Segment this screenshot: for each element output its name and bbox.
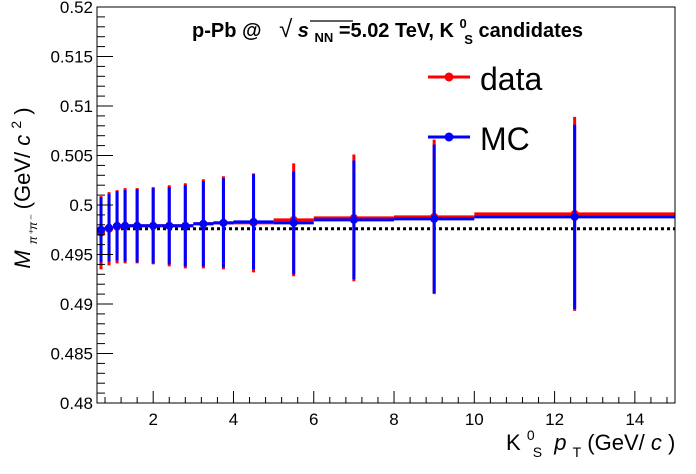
- mc-point: [430, 214, 439, 223]
- mc-point: [181, 221, 190, 230]
- mc-point: [113, 221, 122, 230]
- y-tick-label: 0.48: [60, 394, 93, 413]
- axis-layer: 2 4 6 8 10 12 14 0.48 0.485 0.49 0.495 0.5 0.505 0.51…: [50, 0, 668, 429]
- xlabel-var-sub: T: [573, 444, 582, 460]
- xlabel-unit-var: c: [651, 430, 662, 455]
- xlabel-unit-close: ): [668, 430, 675, 455]
- title-energy-value: =5.02 TeV, K: [339, 20, 455, 42]
- x-tick-label: 4: [229, 410, 238, 429]
- title-energy-var: s: [298, 20, 309, 42]
- x-tick-label: 12: [545, 410, 564, 429]
- ylabel-unit-close: ): [10, 107, 35, 114]
- series-mc: [97, 124, 675, 309]
- xlabel-unit-open: (GeV/: [587, 430, 645, 455]
- legend-marker-mc: [444, 132, 454, 142]
- xlabel-var: p: [553, 430, 566, 455]
- title-system: p-Pb @: [192, 20, 262, 42]
- title-sqrt-symbol: √: [279, 16, 293, 43]
- mc-point: [570, 212, 579, 221]
- x-tick-label: 10: [465, 410, 484, 429]
- mc-point: [105, 223, 114, 232]
- title-particle-rest: candidates: [479, 20, 583, 42]
- mc-point: [133, 221, 142, 230]
- y-tick-label: 0.485: [50, 345, 93, 364]
- x-tick-label: 8: [389, 410, 398, 429]
- series-layer: [97, 116, 675, 311]
- plot-frame: [96, 6, 676, 404]
- mc-point: [349, 215, 358, 224]
- y-tick-label: 0.495: [50, 246, 93, 265]
- title-particle-sup: 0: [459, 16, 466, 31]
- ylabel-unit-open: (GeV/: [10, 151, 35, 209]
- x-tick-label: 14: [625, 410, 644, 429]
- mc-point: [165, 221, 174, 230]
- y-tick-label: 0.515: [50, 48, 93, 67]
- mc-point: [219, 218, 228, 227]
- mc-point: [199, 219, 208, 228]
- x-tick-label: 2: [148, 410, 157, 429]
- y-tick-label: 0.5: [69, 196, 93, 215]
- x-tick-label: 6: [309, 410, 318, 429]
- title-energy-sub: NN: [314, 30, 333, 45]
- ylabel-unit-var: c: [10, 135, 35, 146]
- chart-title: p-Pb @ √ s NN =5.02 TeV, K 0 S candidate…: [192, 11, 583, 49]
- legend-marker-data: [444, 72, 454, 82]
- mc-point: [289, 218, 298, 227]
- mc-point: [149, 221, 158, 230]
- mc-point: [249, 217, 258, 226]
- y-tick-label: 0.52: [60, 0, 93, 17]
- ylabel-unit-sup: 2: [8, 121, 24, 129]
- xlabel-particle-sub: S: [533, 444, 542, 460]
- y-tick-label: 0.49: [60, 295, 93, 314]
- x-axis-label: K 0 S p T (GeV/ c ): [506, 420, 675, 462]
- xlabel-particle-sup: 0: [527, 427, 535, 443]
- y-tick-label: 0.51: [60, 97, 93, 116]
- legend-label-mc: MC: [480, 121, 530, 157]
- xlabel-particle: K: [506, 430, 521, 455]
- series-data: [97, 116, 675, 311]
- legend-label-data: data: [480, 61, 542, 97]
- ylabel-var-sub: π⁺π⁻: [26, 214, 40, 244]
- y-tick-label: 0.505: [50, 147, 93, 166]
- mc-point: [97, 225, 106, 234]
- legend: data MC: [428, 61, 542, 157]
- mc-point: [121, 221, 130, 230]
- title-particle-sub: S: [464, 32, 473, 47]
- ylabel-var: M: [10, 250, 35, 269]
- y-axis-label: M π⁺π⁻ (GeV/ c 2 ): [1, 107, 42, 268]
